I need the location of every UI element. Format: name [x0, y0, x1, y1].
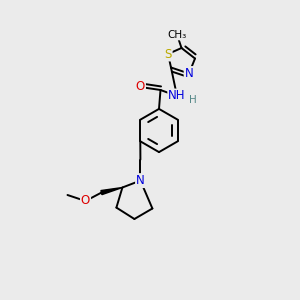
Text: NH: NH [168, 89, 186, 103]
Text: O: O [136, 80, 145, 94]
Text: N: N [184, 67, 194, 80]
Text: H: H [189, 94, 197, 105]
Text: N: N [136, 174, 145, 187]
Text: O: O [81, 194, 90, 208]
Text: S: S [164, 47, 172, 61]
Polygon shape [101, 188, 122, 195]
Text: CH₃: CH₃ [167, 29, 187, 40]
